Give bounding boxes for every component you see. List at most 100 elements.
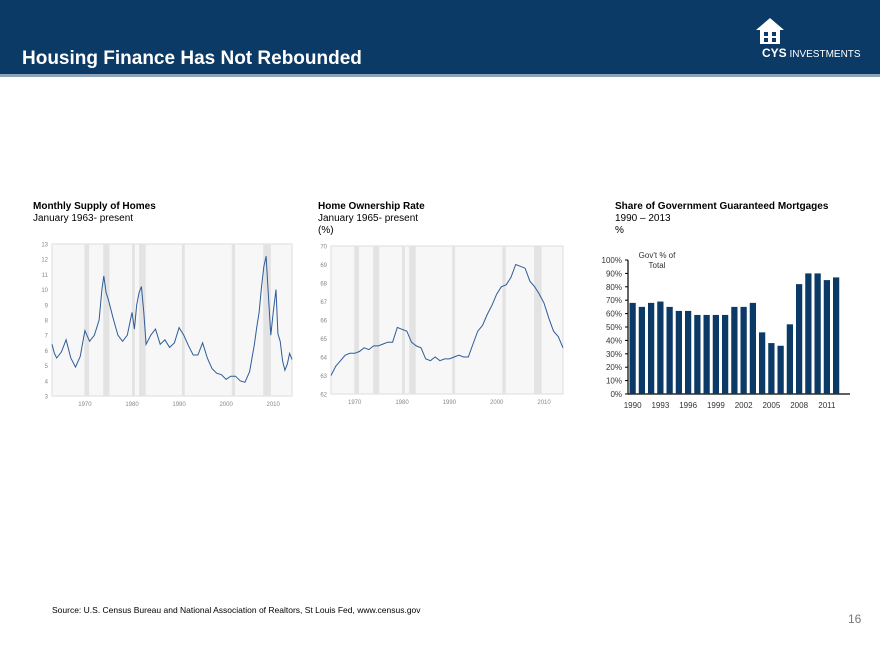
chart1-title: Monthly Supply of Homes — [33, 201, 156, 212]
recession-band — [409, 246, 416, 394]
bar-1999 — [712, 314, 719, 394]
chart2-unit: (%) — [318, 225, 334, 236]
x-tick-label: 1990 — [172, 402, 186, 408]
recession-band — [402, 246, 405, 394]
x-tick-label: 2000 — [490, 400, 504, 406]
y-tick-label: 9 — [45, 303, 49, 309]
gov-guaranteed-chart: 0% 10% 20% 30% 40% 50% 60% 70% 80% 90% 100% 1990 199… — [602, 251, 850, 410]
y-tick-label: 10% — [606, 377, 622, 386]
x-tick-label: 2010 — [537, 400, 551, 406]
legend-label-line1: Gov't % of — [639, 251, 676, 260]
bar-1990 — [629, 302, 636, 394]
recession-band — [181, 244, 185, 396]
bar-2008 — [796, 284, 803, 394]
recession-band — [263, 244, 271, 396]
chart2-title: Home Ownership Rate — [318, 201, 425, 212]
bar-1997 — [694, 314, 701, 394]
y-tick-label: 8 — [45, 319, 49, 325]
bar-2011 — [823, 280, 830, 394]
y-tick-label: 62 — [320, 393, 327, 399]
bar-2007 — [786, 324, 793, 394]
bar-2001 — [731, 306, 738, 394]
chart3-title: Share of Government Guaranteed Mortgages — [615, 201, 829, 212]
bar-2009 — [805, 273, 812, 394]
y-tick-label: 90% — [606, 269, 622, 278]
recession-band — [84, 244, 90, 396]
plot-area — [330, 245, 564, 395]
chart3-unit: % — [615, 225, 624, 236]
bar-2012 — [833, 277, 840, 394]
header-bar — [0, 0, 880, 74]
y-tick-label: 67 — [320, 300, 327, 306]
recession-band — [231, 244, 236, 396]
bar-2000 — [722, 314, 729, 394]
recession-band — [373, 246, 380, 394]
series-line — [51, 256, 293, 383]
bar-1993 — [657, 301, 664, 394]
recession-band — [139, 244, 146, 396]
y-tick-label: 100% — [602, 256, 622, 265]
x-tick-label: 1980 — [125, 402, 139, 408]
y-tick-label: 70 — [320, 245, 327, 251]
recession-band — [452, 246, 456, 394]
y-tick-label: 4 — [45, 379, 49, 385]
bar-2004 — [759, 332, 766, 394]
y-tick-label: 30% — [606, 350, 622, 359]
page-title: Housing Finance Has Not Rebounded — [22, 48, 362, 69]
x-tick-label: 2000 — [219, 402, 233, 408]
x-tick-label: 2002 — [735, 401, 753, 410]
series-line — [330, 263, 564, 376]
y-tick-label: 69 — [320, 263, 327, 269]
x-tick-label: 1993 — [651, 401, 669, 410]
y-tick-label: 13 — [41, 243, 48, 249]
bar-1995 — [675, 310, 682, 394]
monthly-supply-chart: 3 4 5 6 7 8 9 10 11 12 13 1970 1980 1990 2000 2010 — [41, 243, 293, 408]
y-tick-label: 66 — [320, 319, 327, 325]
header-divider — [0, 74, 880, 77]
bar-1992 — [648, 302, 655, 394]
recession-band — [502, 246, 506, 394]
page-number: 16 — [848, 612, 862, 626]
bar-1998 — [703, 314, 710, 394]
y-tick-label: 6 — [45, 349, 49, 355]
x-tick-label: 1980 — [395, 400, 409, 406]
recession-band — [103, 244, 110, 396]
x-tick-label: 2005 — [762, 401, 780, 410]
y-tick-label: 12 — [41, 258, 48, 264]
y-tick-label: 63 — [320, 374, 327, 380]
chart2-subtitle: January 1965- present — [318, 213, 419, 224]
y-tick-label: 0% — [610, 390, 622, 399]
bar-1991 — [638, 306, 645, 394]
y-tick-label: 60% — [606, 310, 622, 319]
x-tick-label: 2011 — [818, 401, 836, 410]
y-tick-label: 20% — [606, 363, 622, 372]
bar-1996 — [685, 310, 692, 394]
bar-2010 — [814, 273, 821, 394]
chart3-subtitle: 1990 – 2013 — [615, 213, 671, 224]
legend-label-line2: Total — [649, 261, 666, 270]
plot-area — [51, 243, 293, 397]
source-note: Source: U.S. Census Bureau and National … — [52, 605, 421, 615]
bar-2002 — [740, 306, 747, 394]
bar-2003 — [749, 302, 756, 394]
recession-band — [534, 246, 542, 394]
x-tick-label: 1970 — [78, 402, 92, 408]
chart1-subtitle: January 1963- present — [33, 213, 134, 224]
y-tick-label: 80% — [606, 283, 622, 292]
y-tick-label: 50% — [606, 323, 622, 332]
bar-1994 — [666, 306, 673, 394]
y-tick-label: 65 — [320, 337, 327, 343]
y-tick-label: 40% — [606, 336, 622, 345]
x-tick-label: 1970 — [348, 400, 362, 406]
y-tick-label: 64 — [320, 356, 327, 362]
x-tick-label: 2008 — [790, 401, 808, 410]
bar-2005 — [768, 343, 775, 394]
y-tick-label: 7 — [45, 334, 49, 340]
y-tick-label: 70% — [606, 296, 622, 305]
y-tick-label: 3 — [45, 395, 49, 401]
recession-band — [354, 246, 359, 394]
x-tick-label: 1990 — [443, 400, 457, 406]
y-tick-label: 11 — [42, 273, 49, 279]
x-tick-label: 1996 — [679, 401, 697, 410]
home-ownership-chart: 62 63 64 65 66 67 68 69 70 1970 1980 1990 2000 2010 — [320, 245, 564, 406]
